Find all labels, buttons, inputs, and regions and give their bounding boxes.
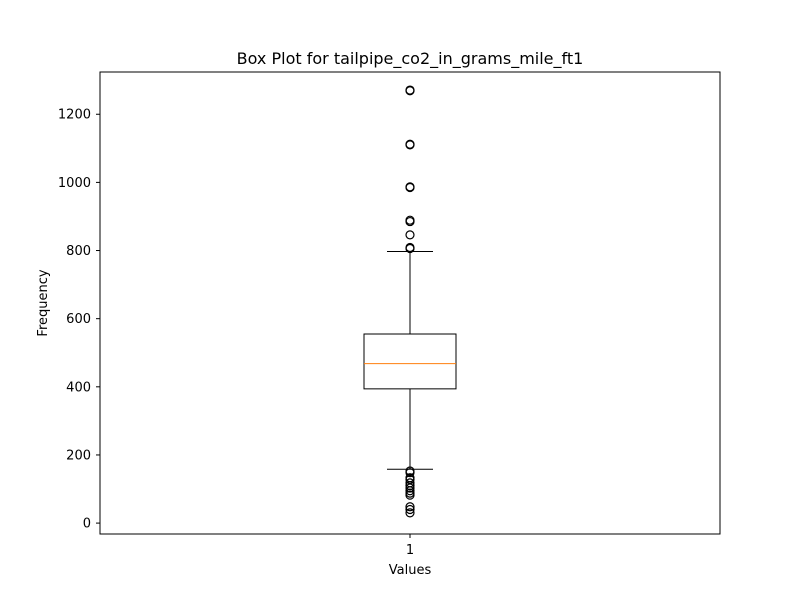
y-tick-label: 600 (66, 312, 91, 327)
outlier-point (405, 85, 415, 95)
outlier-point (405, 242, 415, 253)
x-axis: 1 (406, 534, 414, 558)
outlier-point (405, 508, 415, 518)
plot-area (363, 85, 457, 518)
chart-title: Box Plot for tailpipe_co2_in_grams_mile_… (237, 49, 584, 69)
outlier-point (405, 215, 415, 225)
outlier-point (405, 182, 415, 192)
outlier-point (405, 504, 415, 515)
x-axis-label: Values (389, 563, 432, 578)
y-tick-label: 400 (66, 380, 91, 395)
outlier-point (405, 139, 415, 149)
y-tick-label: 0 (83, 517, 91, 532)
y-tick-label: 800 (66, 244, 91, 259)
y-axis-label: Frequency (36, 269, 51, 336)
y-tick-label: 200 (66, 448, 91, 463)
x-tick-label: 1 (406, 543, 414, 558)
y-tick-label: 1200 (58, 108, 91, 123)
iqr-box (363, 333, 457, 390)
outlier-point (405, 230, 415, 240)
outlier-point (405, 473, 415, 483)
outlier-point (405, 478, 415, 488)
y-tick-label: 1000 (58, 176, 91, 191)
y-axis: 0 200 400 600 800 1000 1200 (58, 108, 100, 532)
outlier-point (405, 466, 415, 476)
outlier-point (405, 502, 415, 512)
